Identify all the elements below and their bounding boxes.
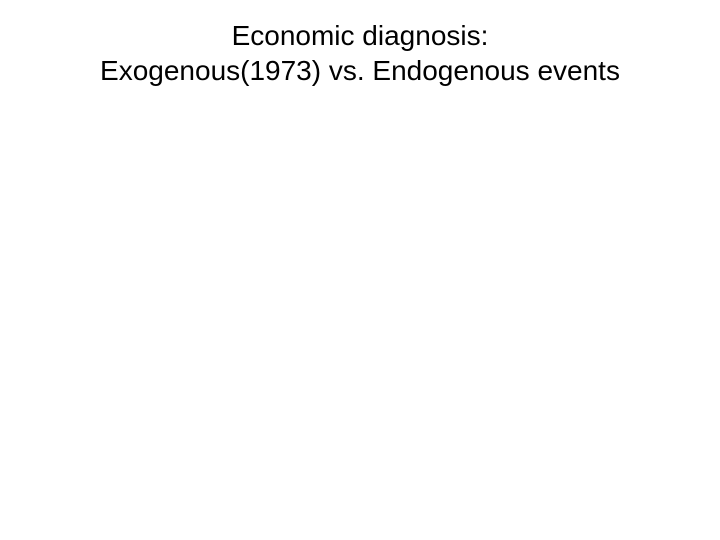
title-line-2: Exogenous(1973) vs. Endogenous events <box>40 53 680 88</box>
title-line-1: Economic diagnosis: <box>40 18 680 53</box>
slide-container: Economic diagnosis: Exogenous(1973) vs. … <box>0 0 720 540</box>
slide-title: Economic diagnosis: Exogenous(1973) vs. … <box>0 18 720 88</box>
